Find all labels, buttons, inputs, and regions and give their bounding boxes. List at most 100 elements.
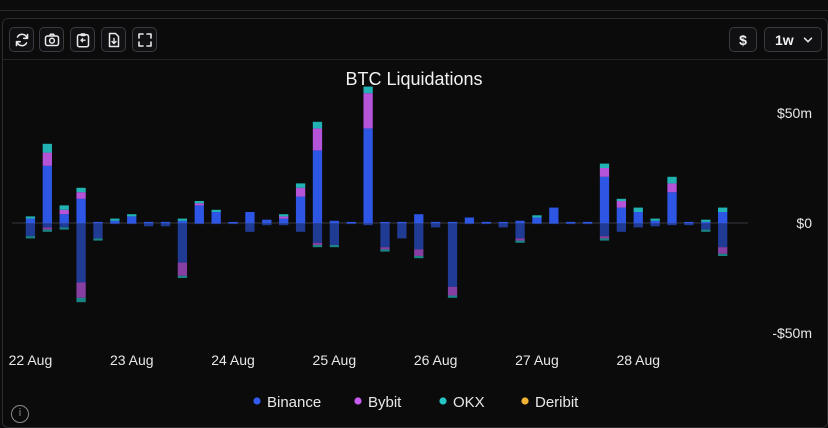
bar-binance-short[interactable] — [684, 223, 694, 226]
bar-binance-short[interactable] — [650, 223, 660, 227]
bar-binance-short[interactable] — [599, 223, 610, 237]
bar-binance-short[interactable] — [549, 223, 559, 225]
bar-binance-short[interactable] — [295, 223, 306, 232]
bar-binance-short[interactable] — [312, 223, 323, 243]
bar-okx-long[interactable] — [718, 207, 728, 212]
bar-binance-short[interactable] — [582, 223, 593, 225]
fullscreen-button[interactable] — [132, 27, 157, 52]
bar-binance-long[interactable] — [312, 150, 323, 223]
bar-okx-long[interactable] — [194, 201, 204, 204]
bar-binance-long[interactable] — [262, 219, 272, 223]
bar-binance-long[interactable] — [414, 214, 424, 223]
bar-bybit-short[interactable] — [515, 238, 525, 241]
bar-binance-short[interactable] — [59, 223, 69, 228]
bar-okx-long[interactable] — [177, 218, 188, 221]
bar-binance-short[interactable] — [498, 223, 508, 228]
bar-binance-short[interactable] — [346, 223, 356, 225]
bar-binance-short[interactable] — [25, 223, 36, 237]
bar-bybit-long[interactable] — [616, 201, 627, 208]
bar-binance-long[interactable] — [295, 196, 306, 223]
bar-binance-short[interactable] — [633, 223, 643, 228]
refresh-button[interactable] — [9, 27, 34, 52]
bar-bybit-short[interactable] — [447, 286, 458, 296]
bar-binance-short[interactable] — [566, 223, 576, 225]
bar-binance-long[interactable] — [498, 221, 508, 223]
bar-bybit-short[interactable] — [312, 242, 323, 245]
bar-okx-long[interactable] — [701, 219, 711, 222]
bar-okx-short[interactable] — [59, 227, 69, 230]
bar-bybit-long[interactable] — [194, 203, 204, 206]
screenshot-button[interactable] — [39, 27, 64, 52]
bar-okx-long[interactable] — [42, 143, 52, 153]
bar-binance-short[interactable] — [76, 223, 86, 283]
bar-binance-long[interactable] — [42, 165, 52, 223]
bar-binance-short[interactable] — [143, 223, 154, 227]
bar-okx-long[interactable] — [211, 209, 221, 212]
bar-bybit-short[interactable] — [718, 247, 728, 254]
bar-okx-short[interactable] — [447, 295, 458, 298]
bar-binance-long[interactable] — [279, 218, 289, 223]
bar-binance-long[interactable] — [160, 221, 171, 223]
bar-binance-short[interactable] — [194, 223, 204, 225]
bar-okx-long[interactable] — [599, 163, 610, 168]
bar-binance-long[interactable] — [718, 212, 728, 223]
bar-okx-long[interactable] — [59, 205, 69, 210]
bar-okx-long[interactable] — [25, 216, 36, 219]
bar-okx-long[interactable] — [363, 86, 373, 94]
bar-binance-short[interactable] — [616, 223, 627, 232]
range-select[interactable]: 1w — [764, 27, 822, 52]
bar-binance-long[interactable] — [25, 218, 36, 223]
bar-binance-long[interactable] — [93, 221, 103, 223]
bar-binance-long[interactable] — [447, 221, 458, 223]
bar-binance-short[interactable] — [447, 223, 458, 287]
bar-binance-short[interactable] — [718, 223, 728, 248]
bar-bybit-long[interactable] — [667, 183, 677, 193]
bar-okx-short[interactable] — [76, 297, 86, 303]
bar-binance-short[interactable] — [110, 223, 120, 225]
bar-binance-short[interactable] — [279, 223, 289, 226]
legend-label-bybit[interactable]: Bybit — [368, 394, 402, 411]
bar-okx-short[interactable] — [515, 240, 525, 243]
bar-okx-short[interactable] — [718, 253, 728, 256]
bar-binance-short[interactable] — [228, 223, 238, 225]
bar-binance-long[interactable] — [599, 176, 610, 223]
bar-bybit-long[interactable] — [363, 93, 373, 129]
bar-binance-long[interactable] — [532, 217, 542, 224]
bar-okx-long[interactable] — [667, 176, 677, 184]
bar-bybit-short[interactable] — [599, 236, 610, 239]
bar-bybit-short[interactable] — [414, 249, 424, 256]
bar-okx-short[interactable] — [177, 275, 188, 278]
bar-binance-short[interactable] — [464, 223, 475, 225]
bar-binance-short[interactable] — [127, 223, 137, 225]
bar-binance-long[interactable] — [549, 207, 559, 223]
bar-binance-long[interactable] — [633, 212, 643, 223]
bar-okx-short[interactable] — [380, 249, 390, 252]
bar-okx-short[interactable] — [312, 245, 323, 248]
bar-okx-short[interactable] — [599, 238, 610, 241]
bar-okx-long[interactable] — [76, 187, 86, 193]
bar-binance-short[interactable] — [329, 223, 339, 245]
bar-binance-long[interactable] — [481, 221, 491, 223]
bar-binance-long[interactable] — [177, 220, 188, 223]
bar-binance-long[interactable] — [127, 216, 137, 223]
bar-binance-long[interactable] — [143, 221, 154, 223]
bar-okx-short[interactable] — [329, 245, 339, 248]
bar-binance-short[interactable] — [211, 223, 221, 225]
bar-binance-short[interactable] — [42, 223, 52, 228]
bar-binance-long[interactable] — [515, 220, 525, 223]
bar-binance-short[interactable] — [93, 223, 103, 239]
bar-binance-long[interactable] — [667, 192, 677, 223]
bar-bybit-long[interactable] — [295, 187, 306, 197]
bar-binance-short[interactable] — [262, 223, 272, 226]
bar-okx-short[interactable] — [25, 236, 36, 239]
bar-binance-short[interactable] — [177, 223, 188, 263]
bar-binance-long[interactable] — [329, 220, 339, 223]
bar-bybit-long[interactable] — [599, 168, 610, 177]
bar-binance-long[interactable] — [211, 212, 221, 223]
bar-okx-long[interactable] — [650, 218, 660, 221]
bar-binance-long[interactable] — [76, 198, 86, 223]
bar-bybit-short[interactable] — [42, 227, 52, 230]
bar-binance-short[interactable] — [160, 223, 171, 227]
bar-binance-long[interactable] — [380, 221, 390, 223]
bar-okx-long[interactable] — [110, 218, 120, 221]
